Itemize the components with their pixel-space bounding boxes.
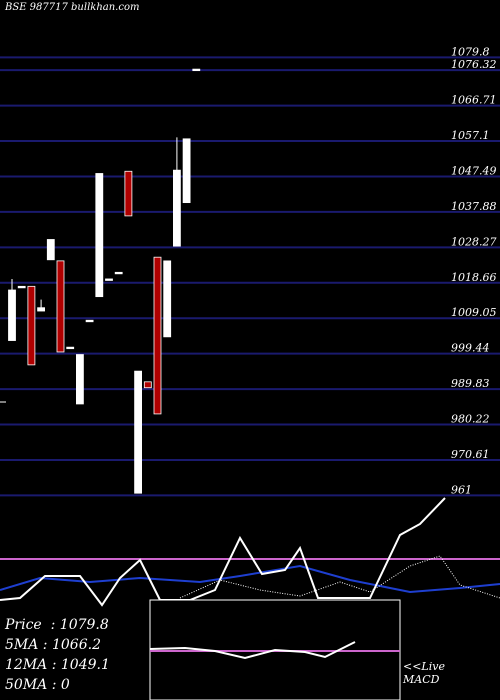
ma50-value: 0 (60, 677, 70, 693)
candle-8 (85, 319, 94, 323)
y-tick-label-13: 961 (451, 483, 472, 496)
candle-1 (17, 285, 26, 289)
candle-17 (172, 169, 181, 247)
candle-3 (37, 307, 45, 312)
y-tick-label-10: 989.83 (451, 377, 490, 390)
candle-18 (182, 138, 191, 204)
candle-6 (66, 346, 75, 350)
candle-4 (46, 239, 55, 261)
y-tick-label-2: 1066.71 (451, 94, 497, 107)
candle-2 (27, 285, 36, 366)
y-tick-label-9: 999.44 (451, 342, 490, 355)
candle-9 (95, 173, 104, 298)
ma5-value: 1066.2 (51, 637, 101, 653)
y-tick-label-12: 970.61 (451, 448, 490, 461)
ma12-label: 12MA (5, 657, 48, 673)
ma5-stat: 5MA : 1066.2 (5, 637, 101, 653)
candle-0 (8, 289, 16, 341)
candle-5 (56, 260, 65, 353)
ma-line (0, 564, 500, 594)
macd-line (149, 641, 356, 660)
macd-title: MACD (403, 673, 440, 686)
candle-12 (124, 170, 133, 217)
candle-14 (143, 381, 152, 389)
y-tick-label-0: 1079.8 (451, 45, 490, 58)
candle-13 (134, 370, 143, 494)
candle-16 (163, 260, 172, 338)
candle-19 (192, 68, 201, 72)
ma12-stat: 12MA : 1049.1 (5, 657, 110, 673)
ma5-label: 5MA (5, 637, 39, 653)
live-label: <<Live (403, 660, 445, 673)
ma12-value: 1049.1 (60, 657, 110, 673)
price-label: Price (5, 617, 42, 633)
y-tick-label-8: 1009.05 (451, 306, 497, 319)
price-indicator-line (0, 497, 446, 607)
y-tick-label-5: 1037.88 (451, 200, 497, 213)
y-tick-label-11: 980.22 (451, 413, 490, 426)
y-tick-label-6: 1028.27 (451, 235, 497, 248)
price-stat: Price : 1079.8 (5, 617, 109, 633)
candle-7 (76, 354, 84, 405)
chart-title: BSE 987717 bullkhan.com (5, 2, 140, 13)
stats-panel: Price : 1079.8 5MA : 1066.2 12MA : 1049.… (5, 615, 110, 695)
ma50-stat: 50MA : 0 (5, 677, 70, 693)
macd-label: <<Live MACD (403, 660, 445, 686)
y-tick-label-1: 1076.32 (451, 58, 497, 71)
candle-15 (153, 256, 162, 415)
price-value: 1079.8 (59, 617, 109, 633)
y-tick-label-4: 1047.49 (451, 164, 497, 177)
y-tick-label-7: 1018.66 (451, 271, 497, 284)
ma50-label: 50MA (5, 677, 48, 693)
candle-11 (114, 271, 123, 275)
y-tick-label-3: 1057.1 (451, 129, 490, 142)
candle-10 (105, 278, 113, 281)
